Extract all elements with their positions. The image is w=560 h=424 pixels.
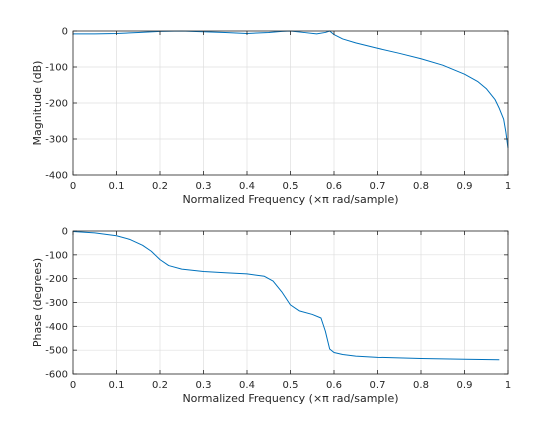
x-tick-label: 0.3: [196, 181, 212, 192]
y-tick-label: -600: [45, 370, 68, 381]
x-tick-label: 0.6: [326, 380, 342, 391]
x-tick-label: 0.4: [239, 380, 255, 391]
x-tick-label: 0: [70, 380, 76, 391]
x-tick-label: 0.2: [152, 181, 168, 192]
x-tick-label: 0.6: [326, 181, 342, 192]
x-tick-label: 0.3: [196, 380, 212, 391]
x-tick-label: 1: [505, 380, 511, 391]
y-tick-label: -300: [45, 298, 68, 309]
axes-magnitude: 0 0.1 0.2 0.3 0.4 0.5 0.6 0.7 0.8 0.9 1 -400 -300 -20…: [31, 27, 511, 207]
x-tick-label: 0.2: [152, 380, 168, 391]
x-tick-label: 0.4: [239, 181, 255, 192]
y-tick-label: -200: [45, 99, 68, 110]
y-tick-label: -500: [45, 346, 68, 357]
y-tick-label: 0: [62, 27, 68, 38]
y-tick-label: -100: [45, 63, 68, 74]
x-tick-label: 1: [505, 181, 511, 192]
y-tick-label: -200: [45, 274, 68, 285]
y-tick-label: -300: [45, 135, 68, 146]
x-tick-label: 0.9: [457, 380, 473, 391]
x-tick-label: 0.7: [370, 181, 386, 192]
x-tick-label: 0.5: [283, 181, 299, 192]
x-tick-label: 0.5: [283, 380, 299, 391]
x-axis-label: Normalized Frequency (×π rad/sample): [182, 193, 398, 206]
y-tick-label: -100: [45, 250, 68, 261]
x-tick-label: 0.8: [413, 380, 429, 391]
axes-phase: 0 0.1 0.2 0.3 0.4 0.5 0.6 0.7 0.8 0.9 1 -600 -500 -40…: [31, 227, 511, 406]
series-line-phase: [72, 230, 500, 361]
x-tick-label: 0.7: [370, 380, 386, 391]
y-tick-label: -400: [45, 322, 68, 333]
y-axis-label: Magnitude (dB): [31, 61, 44, 146]
x-tick-label: 0.8: [413, 181, 429, 192]
y-axis-label: Phase (degrees): [31, 258, 44, 347]
x-tick-label: 0.1: [109, 380, 125, 391]
x-tick-label: 0: [70, 181, 76, 192]
x-tick-label: 0.9: [457, 181, 473, 192]
x-tick-label: 0.1: [109, 181, 125, 192]
y-tick-label: -400: [45, 171, 68, 182]
y-tick-label: 0: [62, 227, 68, 238]
x-axis-label: Normalized Frequency (×π rad/sample): [182, 392, 398, 405]
